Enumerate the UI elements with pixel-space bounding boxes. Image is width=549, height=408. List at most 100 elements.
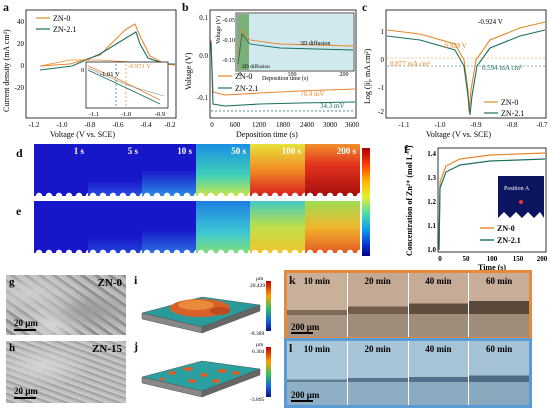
panel-b-inset-ytick: -0.10 [223, 38, 236, 44]
panel-b: b Voltage (V) Deposition time (s) 0 600 … [180, 0, 360, 140]
panel-b-ann2: 34.3 mV [320, 102, 345, 110]
panel-l-label: l [289, 341, 293, 355]
sim-time: 10 s [177, 146, 192, 156]
panel-a-xlabel: Voltage (V vs. SCE) [50, 130, 115, 139]
panel-f-ytick: 1.3 [427, 174, 436, 182]
panel-f: f Concentration of Zn²⁺ (mol L⁻¹) Time (… [400, 142, 549, 272]
panel-f-ytick: 1.2 [427, 198, 436, 206]
panel-b-xtick: 600 [230, 121, 241, 129]
panel-a-inset-xtick: -1.1 [89, 111, 99, 118]
panel-b-legend-zn0: ZN-0 [235, 72, 252, 81]
panel-f-chart: Concentration of Zn²⁺ (mol L⁻¹) Time (s)… [405, 145, 548, 272]
panel-b-inset-ytick: -0.15 [223, 58, 236, 64]
panel-f-ytick: 1.1 [427, 222, 436, 230]
panel-i-label: i [134, 273, 138, 287]
panel-d-simulation: 1 s 5 s 10 s 50 s 100 s 200 s [34, 144, 360, 196]
panel-c-ytick: 1 [381, 28, 385, 36]
panel-g-label: g [9, 276, 15, 288]
sim-frame: 200 s [305, 144, 360, 196]
panel-g-scale-bar [14, 329, 36, 331]
optical-frame: 40 min [408, 273, 470, 337]
panel-a-ytick: 0 [21, 62, 25, 70]
panel-c-ylabel: Log (|i|, mA cm²) [363, 48, 372, 104]
panel-a-inset-y0: 0 [81, 67, 84, 74]
panel-a-xtick: -0.8 [84, 121, 96, 129]
panel-f-inset [498, 176, 544, 218]
panel-c: c Log (|i|, mA cm²) Voltage (V vs. SCE) … [360, 0, 549, 140]
sim-frame [88, 201, 143, 253]
sim-frame [250, 201, 306, 253]
sim-frame: 10 s [142, 144, 197, 196]
panel-f-inset-text: Position A [504, 186, 530, 192]
panel-c-xtick: -1.1 [398, 121, 410, 129]
panel-g-scale-text: 20 μm [14, 318, 38, 328]
panel-g-sample: ZN-0 [97, 277, 122, 289]
optical-frame: 10 min [287, 341, 348, 405]
panel-a-ytick: 20 [17, 40, 25, 48]
panel-a-ytick: -20 [15, 84, 25, 92]
panel-a-ytick: 40 [17, 18, 25, 26]
panel-a-legend-zn0: ZN-0 [53, 14, 70, 23]
panel-h-label: h [9, 342, 16, 354]
panel-h-sample: ZN-15 [92, 343, 122, 355]
panel-e-simulation [34, 201, 360, 253]
panel-a-inset-v1: -0.971 V [128, 63, 151, 70]
panel-b-inset-xtick: 100 [288, 72, 297, 78]
panel-c-legend-zn21: ZN-2.1 [501, 109, 524, 118]
panel-c-ytick: 0 [381, 56, 385, 64]
colorbar [362, 148, 370, 256]
panel-i-min: -8.389 [250, 331, 264, 337]
panel-l-scale-text: 200 μm [291, 390, 320, 400]
panel-k-optical-images: k 10 min 20 min 40 min 60 min 200 μm [284, 270, 532, 340]
panel-b-xtick: 0 [210, 121, 214, 129]
panel-f-xtick: 50 [463, 255, 471, 263]
optical-frame: 10 min [287, 273, 348, 337]
optical-frame: 20 min [347, 341, 409, 405]
panel-h-scale-bar [14, 397, 36, 399]
panel-f-ytick: 1.0 [427, 246, 436, 254]
panel-b-label: b [182, 0, 189, 14]
panel-a-chart: Current density (mA cm²) Voltage (V vs. … [2, 9, 177, 139]
panel-j-3d-profile: μm 6.304 -3.895 [141, 342, 271, 403]
panel-b-ytick: -0.1 [197, 94, 209, 102]
frame-time: 60 min [485, 276, 513, 286]
panel-c-ytick: -2 [378, 108, 384, 116]
sim-frame [142, 201, 197, 253]
panel-c-curve-zn0 [386, 21, 546, 113]
panel-c-ann-v2: -0.929 V [442, 42, 467, 50]
panel-b-inset-text2: 2D diffusion [242, 63, 270, 70]
panel-a-inset-xtick: -0.9 [155, 111, 165, 118]
panel-a-xtick: -1.2 [28, 121, 40, 129]
panel-g-sem-image: g ZN-0 20 μm [6, 275, 126, 335]
panel-a-curve-zn0 [39, 23, 176, 67]
panel-b-xtick: 1200 [252, 121, 267, 129]
panel-c-xtick: -0.7 [536, 121, 548, 129]
panel-k-scale-bar [291, 332, 313, 334]
panel-k-label: k [289, 273, 296, 287]
panel-c-ann-i2: 0.594 mA cm² [482, 64, 522, 72]
sim-frame: 50 s [196, 144, 251, 196]
panel-c-ann-v1: -0.924 V [478, 18, 503, 26]
panel-b-chart: Voltage (V) Deposition time (s) 0 600 12… [184, 9, 360, 139]
panel-i: i μm 20.439 -8.389 [132, 273, 280, 337]
panel-b-inset-ylabel: Voltage (V) [215, 16, 222, 44]
panel-j-label: j [134, 339, 138, 353]
panel-a-inset-curve [87, 67, 165, 97]
panel-i-unit: μm [256, 276, 264, 282]
panel-f-xtick: 200 [537, 255, 548, 263]
panel-b-ytick: 0.0 [199, 52, 208, 60]
panel-d-label: d [16, 146, 23, 160]
panel-a-ylabel: Current density (mA cm²) [2, 29, 11, 112]
panel-l-optical-images: l 10 min 20 min 40 min 60 min 200 μm [284, 338, 532, 408]
frame-time: 20 min [364, 344, 391, 354]
panel-c-xlabel: Voltage (V vs. SCE) [426, 130, 491, 139]
panel-b-curve-zn21 [210, 41, 356, 107]
panel-a-inset-curve-zn21 [87, 69, 161, 105]
panel-i-max: 20.439 [250, 283, 265, 289]
panel-f-ytick: 1.4 [427, 150, 436, 158]
panel-b-ylabel: Voltage (V) [184, 52, 193, 90]
panel-a-label: a [3, 0, 9, 14]
panel-f-inset-marker [519, 200, 523, 204]
panel-f-legend-zn0: ZN-0 [497, 224, 515, 233]
optical-frame: 20 min [347, 273, 409, 337]
